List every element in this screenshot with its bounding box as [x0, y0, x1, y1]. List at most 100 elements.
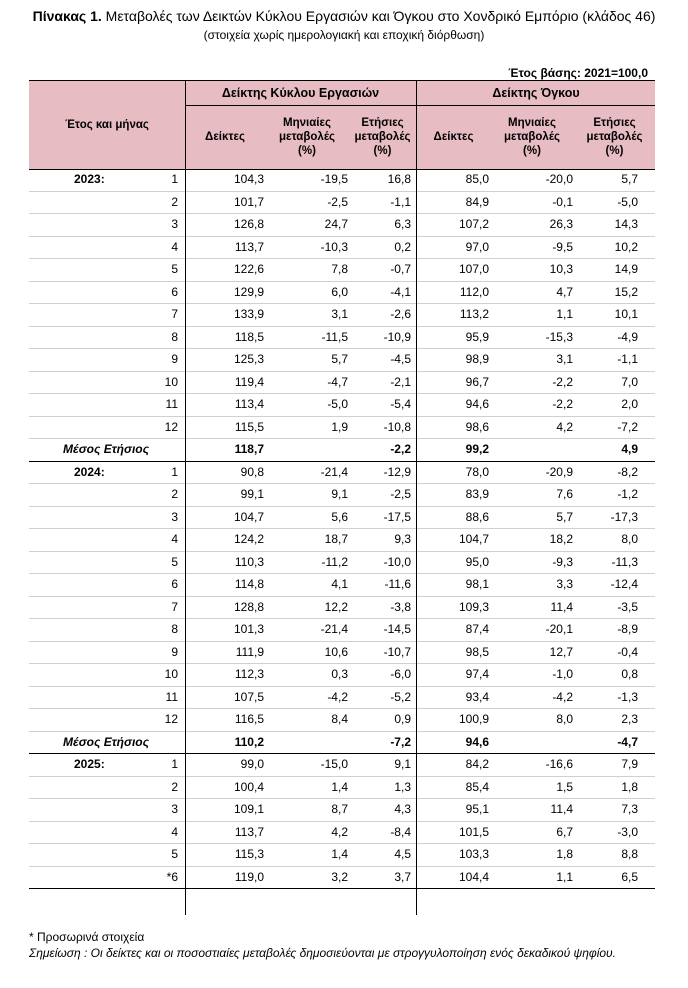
value-cell: 113,7: [234, 824, 264, 839]
table-title-text: Μεταβολές των Δεικτών Κύκλου Εργασιών κα…: [105, 8, 656, 24]
table-row: 5 122,6 7,8 -0,7 107,0 10,3 14,9: [29, 258, 655, 282]
value-cell: -8,9: [617, 622, 638, 636]
value-cell: 10,2: [614, 239, 638, 254]
month-cell: 10: [164, 374, 178, 389]
value-cell: 5,6: [331, 509, 348, 524]
month-cell: 2: [171, 194, 178, 209]
month-cell: 1: [171, 464, 178, 479]
value-cell: 126,8: [233, 217, 264, 231]
month-cell: 8: [171, 329, 178, 344]
value-cell: -7,2: [390, 734, 411, 749]
month-cell: 6: [171, 577, 178, 591]
month-cell: 8: [171, 622, 178, 636]
year-cell: [74, 866, 134, 889]
value-cell: 3,1: [331, 307, 348, 321]
value-cell: [490, 731, 573, 754]
table-header: Δείκτης Κύκλου Εργασιών Δείκτης Όγκου Έτ…: [29, 80, 655, 170]
value-cell: 11,4: [550, 599, 573, 614]
year-cell: [74, 641, 134, 664]
value-cell: 94,6: [465, 734, 489, 749]
value-cell: 95,0: [465, 554, 489, 569]
value-cell: 93,4: [465, 689, 489, 704]
table-row: 9 125,3 5,7 -4,5 98,9 3,1 -1,1: [29, 348, 655, 372]
table-row: 11 107,5 -4,2 -5,2 93,4 -4,2 -1,3: [29, 686, 655, 709]
value-cell: 3,1: [556, 352, 573, 366]
value-cell: 1,1: [556, 869, 573, 884]
value-cell: -21,4: [320, 464, 348, 479]
value-cell: 6,5: [621, 869, 638, 884]
year-cell: [74, 573, 134, 596]
value-cell: -11,3: [611, 554, 638, 569]
value-cell: 101,5: [458, 824, 489, 839]
value-cell: -8,4: [390, 824, 411, 839]
value-cell: 114,8: [234, 577, 264, 591]
table-row: 10 112,3 0,3 -6,0 97,4 -1,0 0,8: [29, 663, 655, 687]
value-cell: 113,7: [234, 239, 264, 254]
value-cell: 4,5: [394, 847, 411, 861]
value-cell: -4,7: [617, 734, 638, 749]
table-row: 10 119,4 -4,7 -2,1 96,7 -2,2 7,0: [29, 371, 655, 394]
value-cell: -11,5: [321, 329, 348, 344]
value-cell: 98,1: [465, 577, 489, 591]
value-cell: 112,3: [234, 667, 264, 681]
month-cell: 1: [171, 172, 178, 186]
value-cell: -5,2: [390, 689, 411, 704]
value-cell: 98,9: [465, 352, 489, 366]
year-cell: 2023:: [74, 172, 105, 186]
value-cell: 111,9: [235, 644, 264, 659]
value-cell: 94,6: [465, 397, 489, 411]
header-year-month: Έτος και μήνας: [65, 119, 149, 131]
header-volume-index: Δείκτες: [433, 131, 474, 143]
value-cell: -10,0: [383, 554, 411, 569]
value-cell: 18,2: [549, 532, 573, 546]
value-cell: -2,5: [327, 194, 348, 209]
column-divider: [185, 80, 186, 915]
value-cell: 85,4: [465, 779, 489, 794]
value-cell: -17,3: [610, 509, 638, 524]
header-volume-annual: Ετήσιες μεταβολές (%): [586, 117, 643, 157]
value-cell: -4,1: [390, 284, 411, 299]
month-cell: 3: [171, 802, 178, 816]
value-cell: 0,9: [394, 712, 411, 726]
value-cell: 104,4: [458, 869, 489, 884]
value-cell: 119,4: [234, 374, 264, 389]
value-cell: 4,9: [621, 442, 638, 456]
table-title-prefix: Πίνακας 1.: [32, 8, 102, 24]
value-cell: 3,3: [556, 577, 573, 591]
value-cell: -10,3: [320, 239, 348, 254]
value-cell: 85,0: [465, 172, 489, 186]
month-cell: 3: [171, 509, 178, 524]
month-cell: *6: [166, 869, 178, 884]
year-cell: [74, 551, 134, 574]
table-row: 12 116,5 8,4 0,9 100,9 8,0 2,3: [29, 708, 655, 732]
value-cell: -5,4: [390, 397, 411, 411]
year-cell: 2025:: [74, 757, 105, 771]
month-cell: 3: [171, 217, 178, 231]
value-cell: 110,2: [234, 734, 264, 749]
value-cell: -11,6: [384, 577, 411, 591]
table-row: 2025: 1 99,0 -15,0 9,1 84,2 -16,6 7,9: [29, 753, 655, 777]
value-cell: -5,0: [617, 194, 638, 209]
year-cell: [74, 708, 134, 731]
value-cell: 104,3: [233, 172, 264, 186]
value-cell: -10,7: [383, 644, 411, 659]
value-cell: 90,8: [240, 464, 264, 479]
year-cell: [74, 281, 134, 304]
value-cell: 87,4: [465, 622, 489, 636]
value-cell: 107,5: [233, 689, 264, 704]
value-cell: -3,0: [617, 824, 638, 839]
value-cell: 97,4: [465, 667, 489, 681]
value-cell: 8,8: [621, 847, 638, 861]
value-cell: -20,0: [545, 172, 573, 186]
value-cell: 101,3: [233, 622, 264, 636]
value-cell: 107,0: [458, 262, 489, 276]
value-cell: 8,0: [556, 712, 573, 726]
month-cell: 9: [171, 644, 178, 659]
value-cell: 7,9: [621, 757, 638, 771]
value-cell: 7,6: [556, 487, 573, 501]
table-row: 6 129,9 6,0 -4,1 112,0 4,7 15,2: [29, 281, 655, 304]
value-cell: 6,7: [556, 824, 573, 839]
year-cell: [74, 393, 134, 416]
year-cell: [74, 843, 134, 866]
table-row: 2024: 1 90,8 -21,4 -12,9 78,0 -20,9 -8,2: [29, 461, 655, 484]
